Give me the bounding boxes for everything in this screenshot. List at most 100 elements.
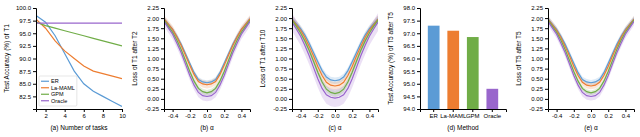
panel: -0.4-0.20.00.20.4-0.250.000.250.500.751.… <box>259 5 379 132</box>
tick: 0.50 <box>147 76 164 82</box>
tick-mark <box>33 46 36 47</box>
tick-mark <box>557 109 558 112</box>
tick-label: 0.4 <box>238 113 247 119</box>
legend-label: ER <box>51 78 59 84</box>
tick-label: 2.25 <box>531 5 543 11</box>
legend: ERLa-MAMLGPMOracle <box>39 76 77 106</box>
tick-mark <box>545 89 548 90</box>
tick-mark <box>122 109 123 112</box>
line <box>548 20 634 93</box>
line <box>36 16 122 107</box>
tick-label: 1.50 <box>147 36 159 42</box>
tick: -0.4 <box>296 109 307 119</box>
tick-label: 92.5 <box>19 43 31 49</box>
tick-label: 97.0 <box>403 31 415 37</box>
tick: 10 <box>119 109 126 119</box>
tick-mark <box>289 28 292 29</box>
tick-mark <box>161 18 164 19</box>
axis-line <box>545 9 549 110</box>
tick-label: -0.25 <box>273 106 287 112</box>
tick: 0.2 <box>605 109 614 119</box>
tick: 1.25 <box>531 46 548 52</box>
line <box>36 22 122 46</box>
tick: 1.75 <box>275 26 292 32</box>
tick-label: 1.75 <box>275 26 287 32</box>
tick-label: 1.00 <box>147 56 159 62</box>
line <box>548 21 634 96</box>
tick-label: La-MAML <box>440 113 467 119</box>
tick-label: 0.50 <box>531 76 543 82</box>
tick: 2.25 <box>147 5 164 11</box>
tick: 94.5 <box>403 94 420 100</box>
tick: 0.4 <box>366 109 375 119</box>
tick-mark <box>84 109 85 112</box>
tick-label: 0.00 <box>275 96 287 102</box>
tick-mark <box>417 109 420 110</box>
tick-mark <box>417 21 420 22</box>
tick: 1.50 <box>275 36 292 42</box>
axis-line <box>37 110 123 113</box>
tick: 87.5 <box>19 69 36 75</box>
x-axis-title: (c) α <box>328 124 341 132</box>
tick: 2.00 <box>275 16 292 22</box>
tick: 2.25 <box>275 5 292 11</box>
tick: -0.4 <box>552 109 563 119</box>
std-band <box>292 17 378 97</box>
tick-mark <box>492 109 493 112</box>
tick: -0.2 <box>185 109 196 119</box>
std-band <box>164 17 250 95</box>
tick-mark <box>335 109 336 112</box>
tick: 0.00 <box>531 96 548 102</box>
tick-label: 0.2 <box>349 113 358 119</box>
tick-mark <box>161 28 164 29</box>
tick: La-MAML <box>440 109 467 119</box>
tick: 1.75 <box>147 26 164 32</box>
tick: Oracle <box>483 109 501 119</box>
tick-mark <box>103 109 104 112</box>
line <box>292 22 378 98</box>
tick-label: Oracle <box>483 113 501 119</box>
axis-line <box>417 9 421 110</box>
tick-label: 0.0 <box>331 113 340 119</box>
tick-label: 85.0 <box>19 81 31 87</box>
tick-label: 0.50 <box>275 76 287 82</box>
tick-mark <box>453 109 454 112</box>
panel: 24681082.585.087.590.092.595.097.5100.0(… <box>3 5 126 132</box>
tick: 2.00 <box>147 16 164 22</box>
bar <box>428 26 440 109</box>
axis-line <box>421 110 507 113</box>
tick-mark <box>352 109 353 112</box>
tick-mark <box>33 21 36 22</box>
tick-mark <box>161 48 164 49</box>
line <box>36 19 122 79</box>
tick-mark <box>289 69 292 70</box>
tick-label: 0.25 <box>275 86 287 92</box>
x-axis-title: (e) α <box>584 124 598 132</box>
axis-line <box>165 110 251 113</box>
tick-mark <box>289 18 292 19</box>
x-axis-title: (a) Number of tasks <box>50 124 108 132</box>
tick-label: 97.5 <box>19 18 31 24</box>
tick-mark <box>33 33 36 34</box>
tick: 97.0 <box>403 31 420 37</box>
tick-mark <box>289 59 292 60</box>
tick-mark <box>289 109 292 110</box>
tick-label: 94.0 <box>403 106 415 112</box>
tick: -0.25 <box>145 106 164 112</box>
tick-label: 1.00 <box>275 56 287 62</box>
y-axis: -0.250.000.250.500.751.001.251.501.752.0… <box>145 5 164 112</box>
y-axis-title: Loss of T1 after T2 <box>131 31 138 86</box>
tick-mark <box>417 8 420 9</box>
panel: -0.4-0.20.00.20.4-0.250.000.250.500.751.… <box>515 5 635 132</box>
tick: 8 <box>102 109 106 119</box>
tick-mark <box>545 99 548 100</box>
std-band <box>548 16 634 89</box>
tick: 0.00 <box>147 96 164 102</box>
tick: 96.5 <box>403 43 420 49</box>
tick-mark <box>417 59 420 60</box>
tick-label: 8 <box>102 113 106 119</box>
tick-mark <box>161 89 164 90</box>
tick-mark <box>161 38 164 39</box>
plot-area <box>36 16 122 107</box>
tick-mark <box>369 109 370 112</box>
